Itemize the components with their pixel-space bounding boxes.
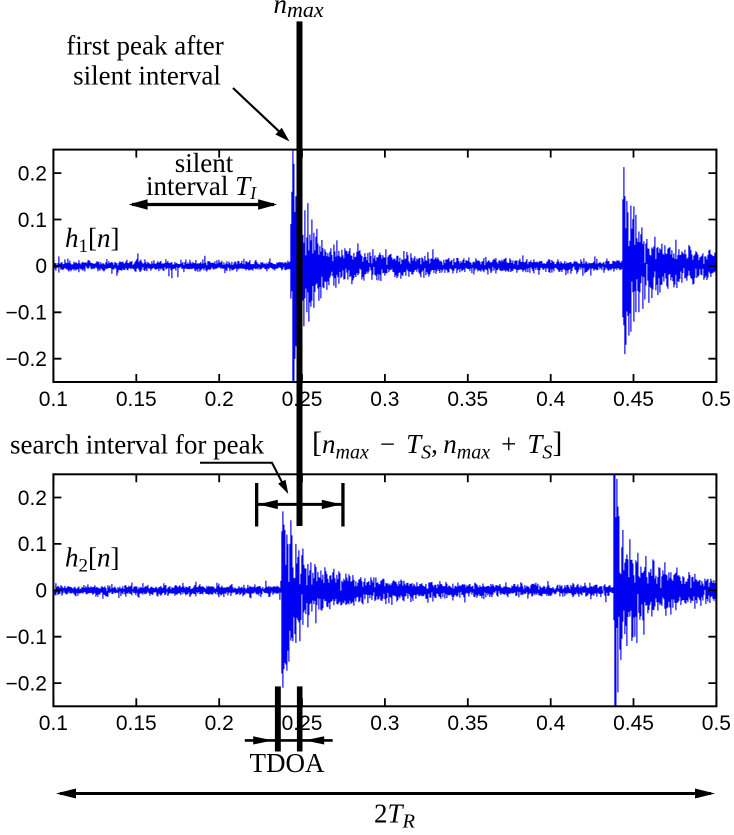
svg-text:−0.2: −0.2 [6, 672, 47, 695]
svg-text:0.5: 0.5 [702, 712, 731, 735]
svg-text:0.4: 0.4 [536, 388, 566, 411]
svg-text:0.15: 0.15 [116, 388, 157, 411]
svg-text:2TR: 2TR [374, 799, 416, 831]
svg-text:0.4: 0.4 [536, 712, 566, 735]
svg-text:h2[n]: h2[n] [65, 543, 120, 577]
svg-text:nmax: nmax [274, 0, 324, 22]
svg-text:0.2: 0.2 [205, 388, 234, 411]
svg-text:silent: silent [175, 148, 234, 178]
svg-text:0.3: 0.3 [370, 712, 399, 735]
svg-text:0.35: 0.35 [447, 388, 488, 411]
svg-text:0.3: 0.3 [370, 388, 399, 411]
svg-text:0.35: 0.35 [447, 712, 488, 735]
svg-text:0.2: 0.2 [18, 487, 47, 510]
svg-text:−0.1: −0.1 [6, 626, 47, 649]
svg-text:TDOA: TDOA [250, 748, 325, 778]
svg-text:0.45: 0.45 [613, 712, 654, 735]
svg-text:h1[n]: h1[n] [65, 223, 120, 257]
svg-text:first peak after: first peak after [66, 31, 223, 61]
svg-text:0.2: 0.2 [205, 712, 234, 735]
svg-text:0.5: 0.5 [702, 388, 731, 411]
svg-text:0: 0 [35, 580, 47, 603]
svg-text:0.1: 0.1 [39, 712, 68, 735]
svg-text:search interval for peak: search interval for peak [10, 430, 265, 460]
svg-text:0.15: 0.15 [116, 712, 157, 735]
svg-text:−0.1: −0.1 [6, 302, 47, 325]
svg-text:0.1: 0.1 [18, 533, 47, 556]
svg-text:interval TI: interval TI [146, 171, 257, 203]
svg-text:silent interval: silent interval [73, 61, 221, 91]
svg-text:0.2: 0.2 [18, 162, 47, 185]
svg-text:−0.2: −0.2 [6, 348, 47, 371]
svg-text:0.1: 0.1 [18, 209, 47, 232]
svg-text:0: 0 [35, 255, 47, 278]
svg-text:0.45: 0.45 [613, 388, 654, 411]
svg-text:0.1: 0.1 [39, 388, 68, 411]
svg-text:[nmax−TS, nmax+TS]: [nmax − TS, nmax + TS] [312, 426, 562, 464]
